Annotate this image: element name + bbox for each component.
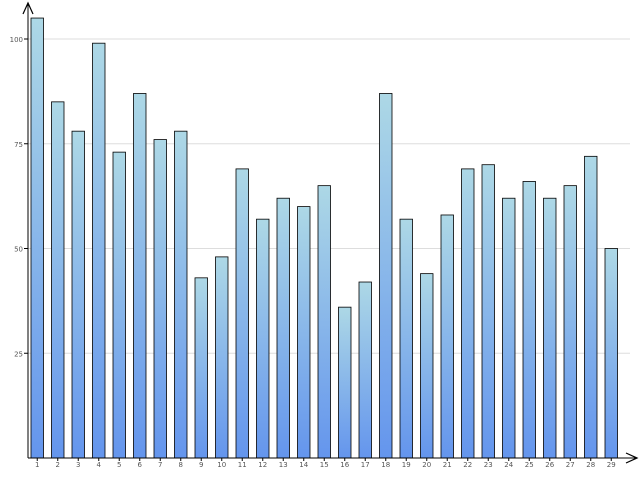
bar-13 bbox=[276, 197, 290, 459]
bar-11 bbox=[235, 168, 249, 459]
bars bbox=[30, 17, 618, 459]
bar-20 bbox=[420, 273, 434, 459]
bar-28 bbox=[584, 155, 598, 459]
x-tick-label: 1 bbox=[35, 461, 39, 469]
x-tick-label: 21 bbox=[443, 461, 452, 469]
x-tick-label: 15 bbox=[320, 461, 329, 469]
x-tick-label: 4 bbox=[97, 461, 102, 469]
y-tick-label: 100 bbox=[10, 36, 23, 44]
x-tick-label: 6 bbox=[138, 461, 143, 469]
axes bbox=[22, 1, 639, 464]
x-tick-label: 5 bbox=[117, 461, 121, 469]
x-tick-label: 9 bbox=[199, 461, 203, 469]
bar-12 bbox=[256, 218, 270, 459]
bar-8 bbox=[174, 130, 188, 459]
bar-19 bbox=[399, 218, 413, 459]
bar-9 bbox=[194, 277, 208, 459]
x-tick-label: 24 bbox=[504, 461, 513, 469]
x-tick-label: 25 bbox=[525, 461, 534, 469]
bar-26 bbox=[543, 197, 557, 459]
bar-10 bbox=[215, 256, 229, 459]
y-tick-label: 50 bbox=[14, 246, 23, 254]
bar-15 bbox=[317, 185, 331, 459]
bar-23 bbox=[481, 164, 495, 459]
bar-3 bbox=[71, 130, 85, 459]
x-tick-label: 10 bbox=[217, 461, 226, 469]
x-tick-label: 16 bbox=[340, 461, 349, 469]
x-tick-label: 3 bbox=[76, 461, 80, 469]
y-axis-arrow bbox=[22, 1, 34, 15]
y-tick-label: 25 bbox=[14, 350, 23, 358]
x-tick-label: 28 bbox=[586, 461, 595, 469]
x-tick-label: 29 bbox=[607, 461, 616, 469]
bar-1 bbox=[30, 17, 44, 459]
x-tick-label: 14 bbox=[299, 461, 308, 469]
bar-24 bbox=[502, 197, 516, 459]
x-tick-label: 17 bbox=[361, 461, 370, 469]
bar-14 bbox=[297, 206, 311, 459]
bar-29 bbox=[604, 248, 618, 459]
bar-2 bbox=[51, 101, 65, 459]
bar-5 bbox=[112, 151, 126, 459]
x-tick-labels: 1 2 3 4 5 6 7 8 9 10 11 12 13 14 15 16 17 18 19 20 21 22 23 24 2… bbox=[35, 458, 616, 469]
x-tick-label: 7 bbox=[158, 461, 162, 469]
x-tick-label: 11 bbox=[238, 461, 247, 469]
bar-16 bbox=[338, 306, 352, 459]
bar-17 bbox=[358, 281, 372, 459]
bar-6 bbox=[133, 93, 147, 459]
bar-25 bbox=[522, 181, 536, 459]
bar-4 bbox=[92, 42, 106, 459]
x-tick-label: 27 bbox=[566, 461, 575, 469]
x-tick-label: 8 bbox=[179, 461, 183, 469]
bar-22 bbox=[461, 168, 475, 459]
x-axis-arrow bbox=[625, 452, 639, 464]
x-tick-label: 13 bbox=[279, 461, 288, 469]
y-tick-label: 75 bbox=[14, 141, 23, 149]
x-tick-label: 22 bbox=[463, 461, 472, 469]
x-tick-label: 26 bbox=[545, 461, 554, 469]
bar-21 bbox=[440, 214, 454, 459]
bar-27 bbox=[563, 185, 577, 459]
x-tick-label: 12 bbox=[258, 461, 267, 469]
x-tick-label: 23 bbox=[484, 461, 493, 469]
x-tick-label: 19 bbox=[402, 461, 411, 469]
bar-7 bbox=[153, 139, 167, 459]
x-tick-label: 20 bbox=[422, 461, 431, 469]
y-tick-labels: 25 50 75 100 bbox=[10, 36, 28, 358]
x-tick-label: 18 bbox=[381, 461, 390, 469]
x-tick-label: 2 bbox=[56, 461, 60, 469]
bar-18 bbox=[379, 93, 393, 459]
